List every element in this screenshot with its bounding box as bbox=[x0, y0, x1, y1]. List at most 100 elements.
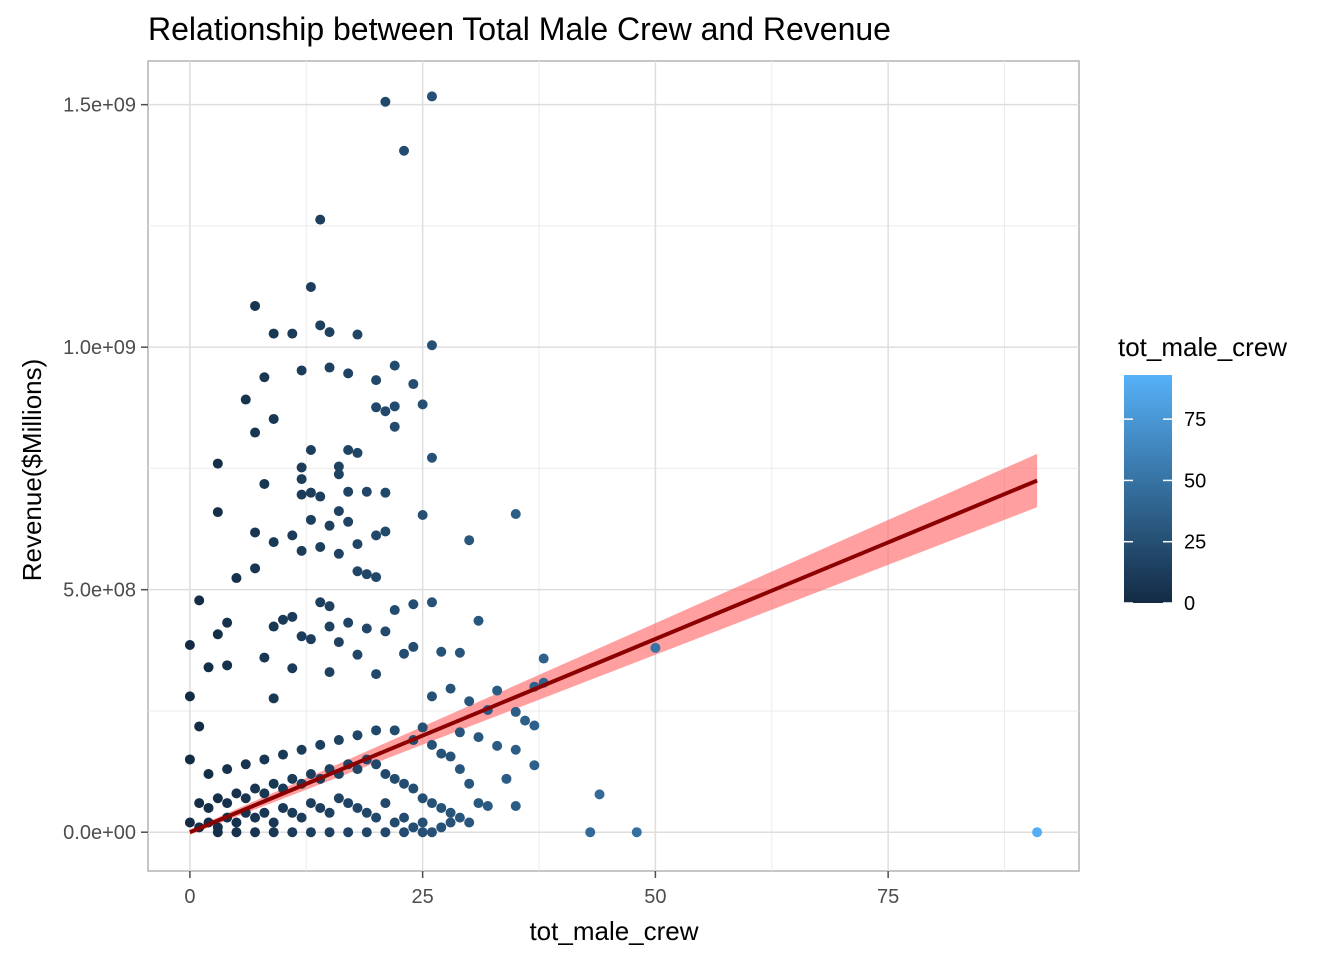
data-point bbox=[426, 827, 437, 838]
data-point bbox=[408, 822, 419, 833]
data-point bbox=[212, 629, 223, 640]
data-point bbox=[594, 789, 605, 800]
data-point bbox=[585, 827, 596, 838]
data-point bbox=[268, 621, 279, 632]
data-point bbox=[343, 827, 354, 838]
data-point bbox=[352, 649, 363, 660]
data-point bbox=[454, 727, 465, 738]
data-point bbox=[333, 461, 344, 472]
data-point bbox=[212, 827, 223, 838]
data-point bbox=[324, 667, 335, 678]
data-point bbox=[380, 406, 391, 417]
data-point bbox=[324, 807, 335, 818]
data-point bbox=[389, 421, 400, 432]
data-point bbox=[445, 683, 456, 694]
legend-tick-label: 75 bbox=[1184, 409, 1206, 431]
data-point bbox=[268, 778, 279, 789]
data-point bbox=[305, 768, 316, 779]
data-point bbox=[240, 759, 251, 770]
data-point bbox=[361, 827, 372, 838]
y-axis-title: Revenue($Millions) bbox=[17, 359, 47, 582]
data-point bbox=[268, 413, 279, 424]
data-point bbox=[408, 641, 419, 652]
data-point bbox=[184, 754, 195, 765]
data-point bbox=[315, 542, 326, 552]
data-point bbox=[287, 328, 298, 339]
legend-tick-label: 50 bbox=[1184, 470, 1206, 492]
confidence-band-layer bbox=[189, 453, 1038, 835]
data-point bbox=[343, 617, 354, 628]
data-point bbox=[520, 715, 531, 726]
data-point bbox=[454, 764, 465, 775]
data-point bbox=[287, 807, 298, 818]
data-point bbox=[399, 145, 410, 156]
data-point bbox=[305, 634, 316, 645]
data-point bbox=[259, 478, 270, 489]
data-point bbox=[184, 691, 195, 702]
data-point bbox=[222, 798, 233, 809]
x-tick-label: 50 bbox=[644, 886, 666, 908]
data-point bbox=[510, 744, 521, 755]
data-point bbox=[203, 802, 214, 813]
x-tick-label: 0 bbox=[184, 886, 195, 908]
data-point bbox=[371, 812, 382, 823]
data-point bbox=[417, 722, 428, 733]
data-point bbox=[408, 599, 419, 610]
data-point bbox=[361, 569, 372, 580]
data-point bbox=[417, 793, 428, 804]
data-point bbox=[426, 597, 437, 608]
data-point bbox=[268, 693, 279, 704]
data-point bbox=[305, 514, 316, 525]
data-point bbox=[426, 798, 437, 809]
data-point bbox=[231, 827, 242, 838]
data-point bbox=[333, 793, 344, 804]
data-point bbox=[352, 566, 363, 577]
legend-tick-label: 25 bbox=[1184, 532, 1206, 554]
data-point bbox=[333, 469, 344, 480]
data-point bbox=[371, 572, 382, 583]
x-tick-label: 25 bbox=[412, 886, 434, 908]
data-point bbox=[212, 458, 223, 469]
data-point bbox=[333, 637, 344, 648]
data-point bbox=[259, 372, 270, 383]
data-point bbox=[389, 725, 400, 736]
data-point bbox=[315, 597, 326, 608]
data-point bbox=[352, 802, 363, 813]
data-point bbox=[296, 462, 307, 473]
data-point bbox=[445, 751, 456, 762]
data-point bbox=[250, 427, 261, 438]
data-point bbox=[184, 639, 195, 650]
data-point bbox=[426, 739, 437, 750]
data-point bbox=[315, 802, 326, 813]
data-point bbox=[426, 340, 437, 351]
data-point bbox=[203, 662, 214, 673]
data-point bbox=[324, 601, 335, 612]
data-point bbox=[352, 730, 363, 741]
data-point bbox=[492, 685, 503, 696]
data-point bbox=[250, 812, 261, 823]
data-point bbox=[305, 444, 316, 455]
data-point bbox=[399, 812, 410, 823]
y-tick-label: 5.0e+08 bbox=[63, 580, 136, 602]
data-point bbox=[399, 648, 410, 659]
data-point bbox=[352, 539, 363, 550]
data-point bbox=[538, 653, 549, 664]
legend-ticks: 0 25 50 75 bbox=[1124, 409, 1206, 615]
data-point bbox=[371, 402, 382, 413]
plot-panel bbox=[147, 60, 1080, 872]
data-point bbox=[464, 696, 475, 707]
data-point bbox=[222, 764, 233, 775]
data-point bbox=[222, 617, 233, 628]
data-point bbox=[296, 365, 307, 376]
data-point bbox=[1032, 827, 1043, 838]
data-point bbox=[510, 706, 521, 717]
data-point bbox=[222, 660, 233, 671]
data-point bbox=[352, 764, 363, 775]
data-point bbox=[426, 691, 437, 702]
data-point bbox=[268, 827, 279, 838]
data-point bbox=[287, 827, 298, 838]
data-point bbox=[436, 822, 447, 833]
data-point bbox=[259, 788, 270, 799]
data-point bbox=[399, 827, 410, 838]
